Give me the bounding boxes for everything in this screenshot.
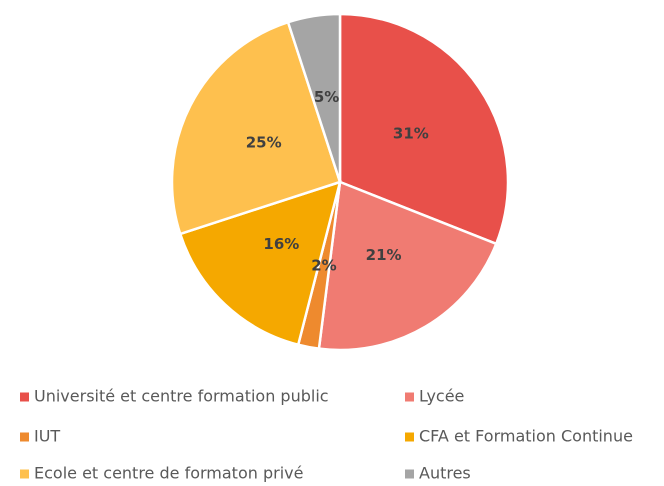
legend-label: Ecole et centre de formaton privé [34, 464, 303, 483]
pie-slice [178, 180, 342, 347]
legend-label: CFA et Formation Continue [419, 427, 633, 446]
legend-label: Lycée [419, 387, 464, 406]
pie-slice [317, 180, 498, 352]
legend-swatch [405, 392, 414, 402]
legend-swatch [20, 432, 29, 442]
legend-label: Université et centre formation public [34, 387, 329, 406]
value-label: 21% [366, 246, 402, 264]
legend-swatch [20, 469, 29, 479]
value-label: 25% [246, 134, 282, 152]
pie-slice [338, 12, 510, 246]
legend-swatch [405, 432, 414, 442]
value-label: 31% [393, 124, 429, 142]
pie-slice [286, 12, 342, 183]
pie-slice [170, 20, 342, 236]
value-label: 5% [314, 88, 339, 106]
legend-label: IUT [34, 427, 60, 446]
value-label: 16% [263, 235, 299, 253]
legend-label: Autres [419, 464, 471, 483]
legend-swatch [20, 392, 29, 402]
value-label: 2% [311, 257, 336, 275]
legend-swatch [405, 469, 414, 479]
